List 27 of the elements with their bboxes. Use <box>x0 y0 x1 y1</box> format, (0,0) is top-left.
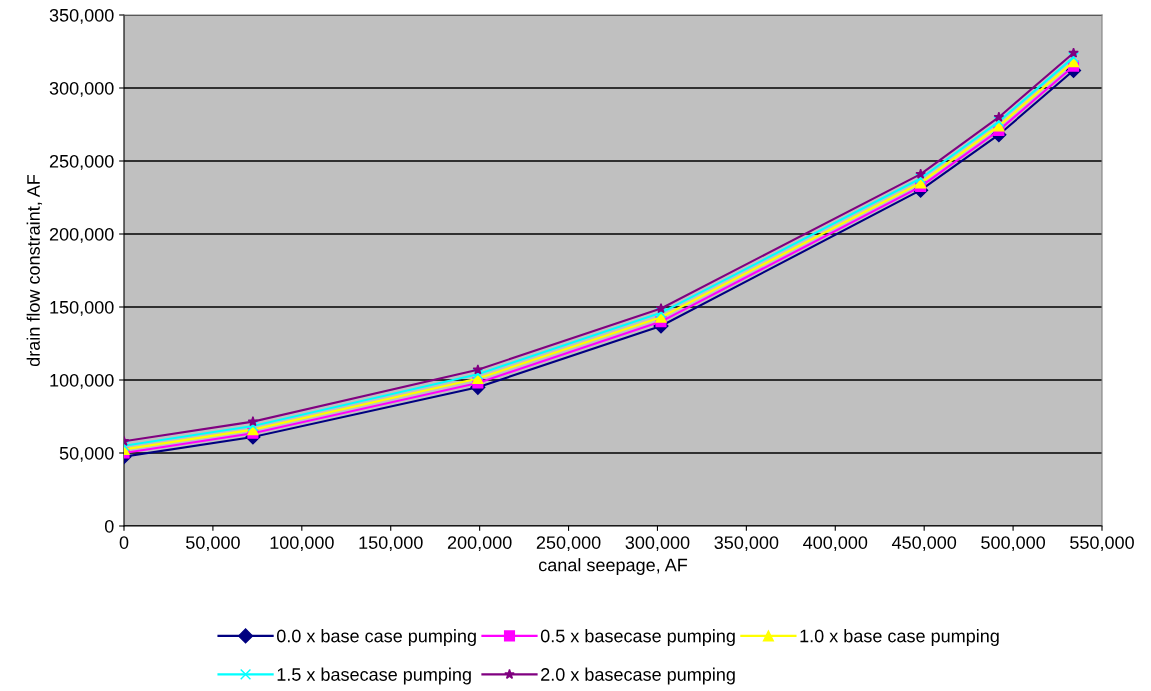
x-tick-label: 0 <box>119 536 129 549</box>
x-tick-label: 500,000 <box>981 536 1046 552</box>
x-tick-label: 300,000 <box>625 536 690 552</box>
x-tick-label: 250,000 <box>536 536 601 552</box>
legend-label: 0.0 x base case pumping <box>276 629 476 646</box>
x-tick-label: 550,000 <box>1070 536 1134 552</box>
y-tick-label: 150,000 <box>50 300 114 316</box>
x-tick-label: 50,000 <box>186 536 240 552</box>
y-tick-label: 0 <box>104 519 114 533</box>
x-tick-label: 400,000 <box>803 536 868 552</box>
legend-label: 0.5 x basecase pumping <box>540 629 735 646</box>
x-tick-label: 450,000 <box>891 536 957 552</box>
y-tick-label: 300,000 <box>49 81 114 97</box>
y-tick-label: 200,000 <box>49 227 114 243</box>
y-tick-label: 250,000 <box>49 154 114 170</box>
x-tick-label: 350,000 <box>714 536 779 552</box>
x-tick-label: 150,000 <box>359 536 423 552</box>
x-tick-label: 100,000 <box>270 536 334 552</box>
legend-label: 1.5 x basecase pumping <box>277 667 471 685</box>
y-tick-label: 100,000 <box>50 373 114 389</box>
legend-label: 1.0 x base case pumping <box>800 629 999 646</box>
y-axis-title: drain flow constraint, AF <box>26 174 43 367</box>
x-axis-title: canal seepage, AF <box>538 558 688 575</box>
y-tick-label: 350,000 <box>49 8 114 24</box>
x-tick-label: 200,000 <box>447 536 512 552</box>
legend-label: 2.0 x basecase pumping <box>541 667 735 685</box>
y-tick-label: 50,000 <box>59 446 114 462</box>
